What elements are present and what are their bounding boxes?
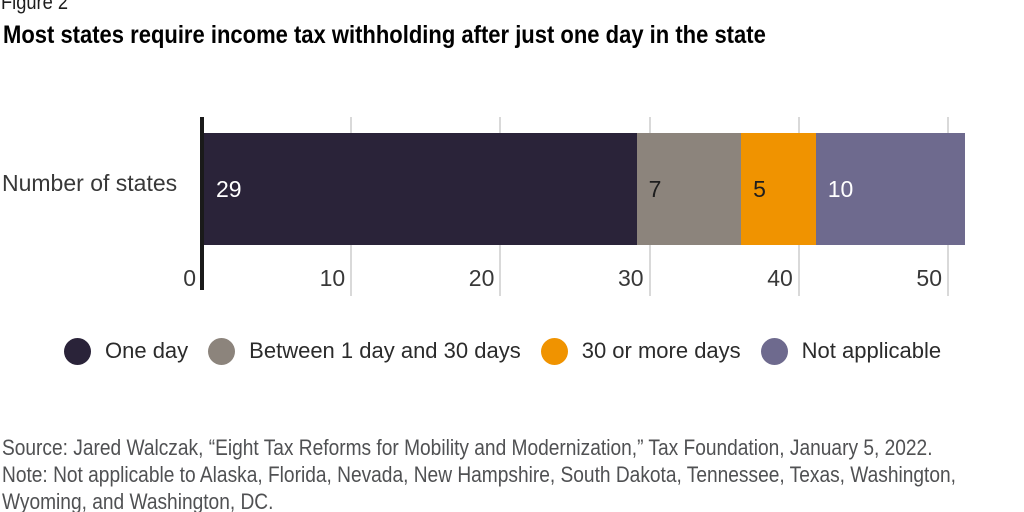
legend-item-30-or-more-days: 30 or more days (540, 337, 741, 365)
note-line-2: Wyoming, and Washington, DC. (2, 489, 274, 512)
x-axis-tick-label: 30 (618, 265, 644, 291)
source-line: Source: Jared Walczak, “Eight Tax Reform… (2, 435, 933, 460)
x-axis-tick-label: 40 (767, 265, 793, 291)
row-label: Number of states (2, 170, 178, 196)
bar-value-label: 5 (753, 175, 766, 202)
x-axis-tick-label: 0 (183, 265, 196, 291)
plot-area: Number of states 29 7 5 10 0 10 20 30 40 50 (2, 117, 965, 296)
footer: Source: Jared Walczak, “Eight Tax Reform… (2, 434, 1024, 512)
legend-item-not-applicable: Not applicable (760, 337, 942, 365)
legend: One day Between 1 day and 30 days 30 or mo… (64, 337, 941, 365)
y-axis-line (200, 117, 204, 290)
legend-swatch (208, 337, 236, 365)
legend-label: Between 1 day and 30 days (249, 338, 521, 363)
legend-swatch (64, 337, 91, 365)
legend-item-one-day: One day (64, 337, 188, 365)
bar-value-label: 10 (827, 175, 854, 202)
x-axis-tick-label: 10 (319, 265, 346, 291)
legend-swatch (540, 337, 568, 365)
bar-segment-30-or-more-days: 5 (741, 133, 816, 245)
figure-title: Most states require income tax withholdi… (3, 21, 766, 49)
bar-segment-not-applicable: 10 (815, 133, 965, 245)
legend-item-between-1-day-and-30-days: Between 1 day and 30 days (208, 337, 521, 365)
legend-label: Not applicable (801, 338, 942, 363)
note-line-1: Note: Not applicable to Alaska, Florida,… (2, 462, 956, 487)
legend-label: 30 or more days (581, 338, 741, 363)
x-axis-tick-label: 50 (916, 265, 942, 291)
stacked-bar: 29 7 5 10 (204, 133, 965, 245)
x-axis-tick-label: 20 (468, 265, 495, 291)
bar-segment-one-day: 29 (204, 133, 637, 245)
figure-label: Figure 2 (1, 0, 69, 14)
legend-swatch (760, 337, 788, 365)
bar-segment-between-1-day-and-30-days: 7 (636, 133, 742, 245)
bar-value-label: 7 (648, 175, 662, 202)
legend-label: One day (105, 338, 189, 363)
bar-value-label: 29 (216, 175, 242, 202)
